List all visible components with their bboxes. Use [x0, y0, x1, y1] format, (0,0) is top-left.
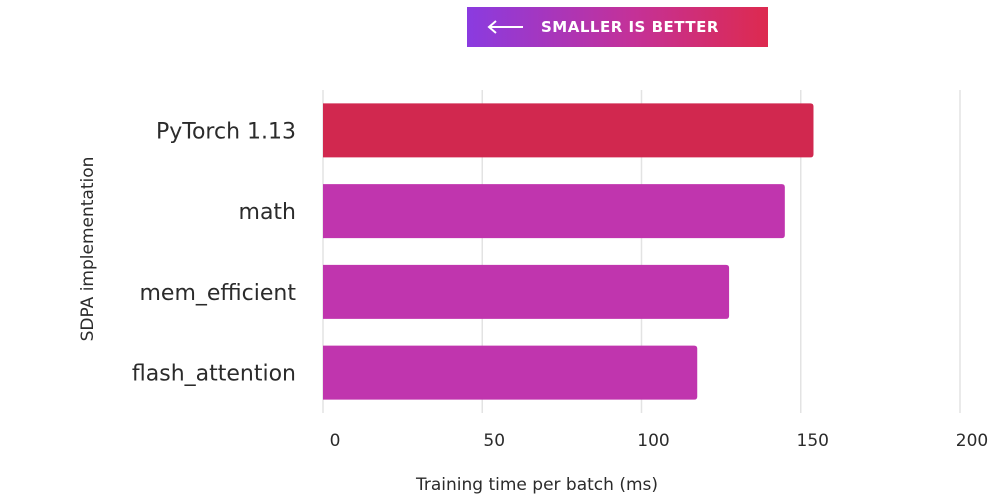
category-label: math [239, 200, 296, 225]
x-axis-title: Training time per batch (ms) [415, 475, 658, 495]
x-tick-labels: 0 50 100 150 200 [330, 431, 989, 451]
bar-pytorch-1-13 [323, 103, 814, 158]
category-label: mem_efficient [139, 281, 296, 306]
banner-text: SMALLER IS BETTER [541, 18, 719, 36]
category-labels: PyTorch 1.13 math mem_efficient flash_atten… [132, 119, 296, 386]
category-label: flash_attention [132, 362, 296, 387]
x-tick-label: 0 [330, 431, 341, 451]
smaller-is-better-banner: SMALLER IS BETTER [467, 7, 768, 47]
x-tick-label: 150 [797, 431, 829, 451]
category-label: PyTorch 1.13 [156, 119, 296, 144]
bar-flash-attention [323, 345, 698, 400]
bar-math [323, 184, 785, 239]
x-tick-label: 100 [637, 431, 669, 451]
x-tick-label: 200 [956, 431, 988, 451]
y-axis-title: SDPA implementation [78, 157, 98, 342]
bar-mem-efficient [323, 264, 730, 319]
bars [323, 103, 814, 400]
left-arrow-icon [487, 20, 523, 34]
x-tick-label: 50 [483, 431, 505, 451]
